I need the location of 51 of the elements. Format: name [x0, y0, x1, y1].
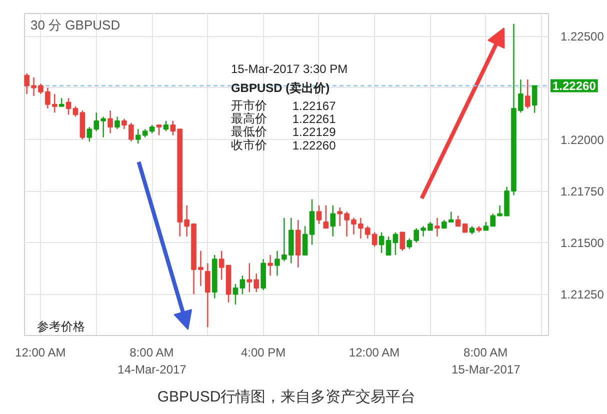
- candlestick: [524, 78, 530, 110]
- y-tick-label: 1.22000: [560, 132, 604, 147]
- candlestick: [532, 84, 538, 114]
- annotation: 1.22261: [292, 112, 336, 126]
- candlestick: [156, 124, 162, 136]
- candlestick: [316, 204, 322, 225]
- candlestick: [330, 204, 336, 238]
- candlestick: [302, 226, 308, 256]
- y-tick-label: 1.22500: [560, 30, 604, 44]
- candlestick: [232, 283, 238, 306]
- candlestick: [455, 215, 461, 227]
- candlestick: [434, 217, 440, 238]
- candlestick: [268, 254, 273, 276]
- candlestick: [72, 106, 78, 118]
- candlestick: [323, 204, 329, 229]
- annotation: 1.22167: [292, 98, 336, 113]
- annotation: 1.22129: [292, 125, 336, 140]
- chart-title: 30 分 GBPUSD: [30, 18, 120, 32]
- candlestick: [66, 98, 72, 116]
- candlestick: [108, 110, 113, 134]
- x-tick-label: 12:00 AM: [348, 346, 400, 360]
- candlestick: [218, 250, 224, 280]
- annotation: 1.22260: [292, 138, 336, 152]
- candlestick: [309, 198, 315, 246]
- candlestick: [240, 275, 246, 295]
- x-tick-label: 8:00 AM 14-Mar-2017: [118, 346, 187, 376]
- annotation: 最高价: [230, 111, 267, 126]
- candlestick: [400, 232, 406, 252]
- candlestick: [392, 232, 398, 256]
- text: GBPUSD行情图，来自多资产交易平台: [157, 388, 416, 406]
- y-tick-label: 1.21500: [560, 236, 604, 250]
- candlestick: [163, 120, 169, 132]
- x-tick-label: 8:00 AM 15-Mar-2017: [452, 346, 521, 376]
- annotation: 收市价: [230, 138, 267, 152]
- candlestick: [406, 238, 412, 250]
- annotation: 开市价: [230, 98, 267, 112]
- candlestick: [86, 126, 92, 142]
- candlestick: [135, 128, 141, 144]
- annotation: 最低价: [230, 124, 267, 139]
- x-tick-label: 12:00 AM: [15, 346, 66, 360]
- x-tick-label: 4:00 PM: [240, 346, 286, 360]
- ref-line-label: 1.22260: [552, 79, 596, 94]
- candlestick: [386, 236, 392, 256]
- y-tick-label: 1.21250: [560, 288, 604, 302]
- candlestick: [378, 232, 384, 254]
- annotation: 15-Mar-2017 3:30 PM: [230, 62, 348, 76]
- candlestick: [205, 262, 210, 328]
- annotation: 参考价格: [37, 320, 86, 334]
- candlestick: [114, 116, 120, 130]
- annotation: GBPUSD (卖出价): [230, 81, 330, 96]
- y-tick-label: 1.21750: [560, 184, 604, 199]
